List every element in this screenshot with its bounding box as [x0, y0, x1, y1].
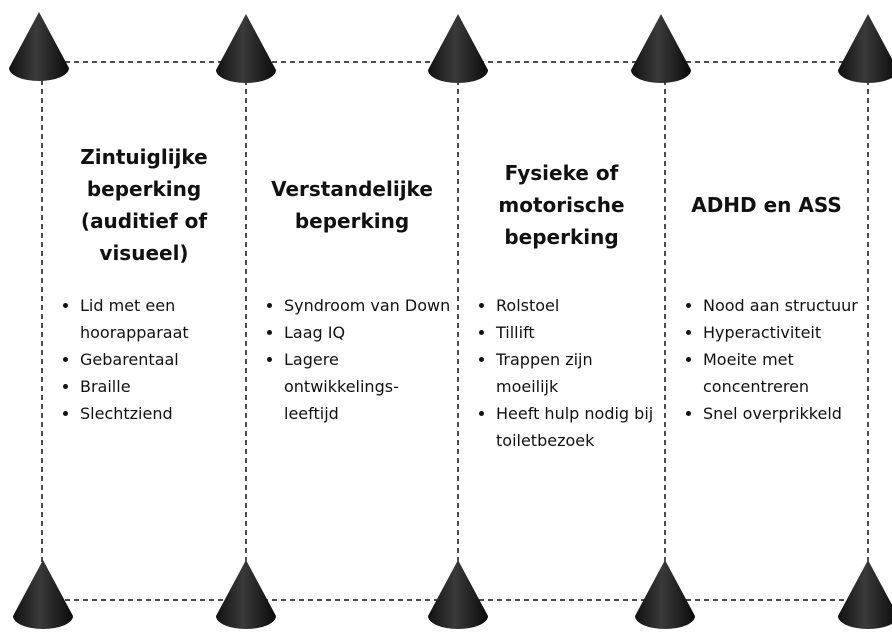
title-box: Zintuiglijke beperking (auditief of visu… — [50, 130, 238, 280]
column-title: ADHD en ASS — [691, 193, 842, 217]
bullet-item: Syndroom van Down — [284, 292, 452, 319]
bullet-item: Lid met een hoorapparaat — [80, 292, 240, 346]
bullet-item: Slechtziend — [80, 400, 240, 427]
bullet-item: Braille — [80, 373, 240, 400]
title-box: Fysieke of motorische beperking — [466, 130, 657, 280]
bullet-list: Lid met een hoorapparaatGebarentaalBrail… — [64, 292, 240, 427]
bullet-list: RolstoelTilliftTrappen zijn moeilijkHeef… — [480, 292, 659, 454]
bullet-list: Nood aan structuurHyperactiviteitMoeite … — [687, 292, 862, 427]
bullet-item: Heeft hulp nodig bij toiletbezoek — [496, 400, 659, 454]
bullet-item: Gebarentaal — [80, 346, 240, 373]
column: Zintuiglijke beperking (auditief of visu… — [42, 0, 246, 632]
column-title: Zintuiglijke beperking (auditief of visu… — [80, 145, 208, 265]
column: Fysieke of motorische beperkingRolstoelT… — [458, 0, 665, 632]
bullet-item: Moeite met concentreren — [703, 346, 862, 400]
bullet-item: Trappen zijn moeilijk — [496, 346, 659, 400]
column-title: Fysieke of motorische beperking — [498, 161, 625, 249]
column: Verstandelijke beperking Syndroom van Dow… — [246, 0, 458, 632]
bullet-item: Laag IQ — [284, 319, 452, 346]
column-title: Verstandelijke beperking — [271, 177, 433, 233]
bullet-item: Snel overprikkeld — [703, 400, 862, 427]
bullet-item: Tillift — [496, 319, 659, 346]
title-box: ADHD en ASS — [673, 130, 860, 280]
bullet-list: Syndroom van DownLaag IQLagere ontwikkel… — [268, 292, 452, 427]
bullet-item: Rolstoel — [496, 292, 659, 319]
bullet-item: Hyperactiviteit — [703, 319, 862, 346]
column: ADHD en ASS Nood aan structuurHyperactivi… — [665, 0, 868, 632]
bullet-item: Nood aan structuur — [703, 292, 862, 319]
bullet-item: Lagere ontwikkelings-leeftijd — [284, 346, 452, 427]
title-box: Verstandelijke beperking — [254, 130, 450, 280]
